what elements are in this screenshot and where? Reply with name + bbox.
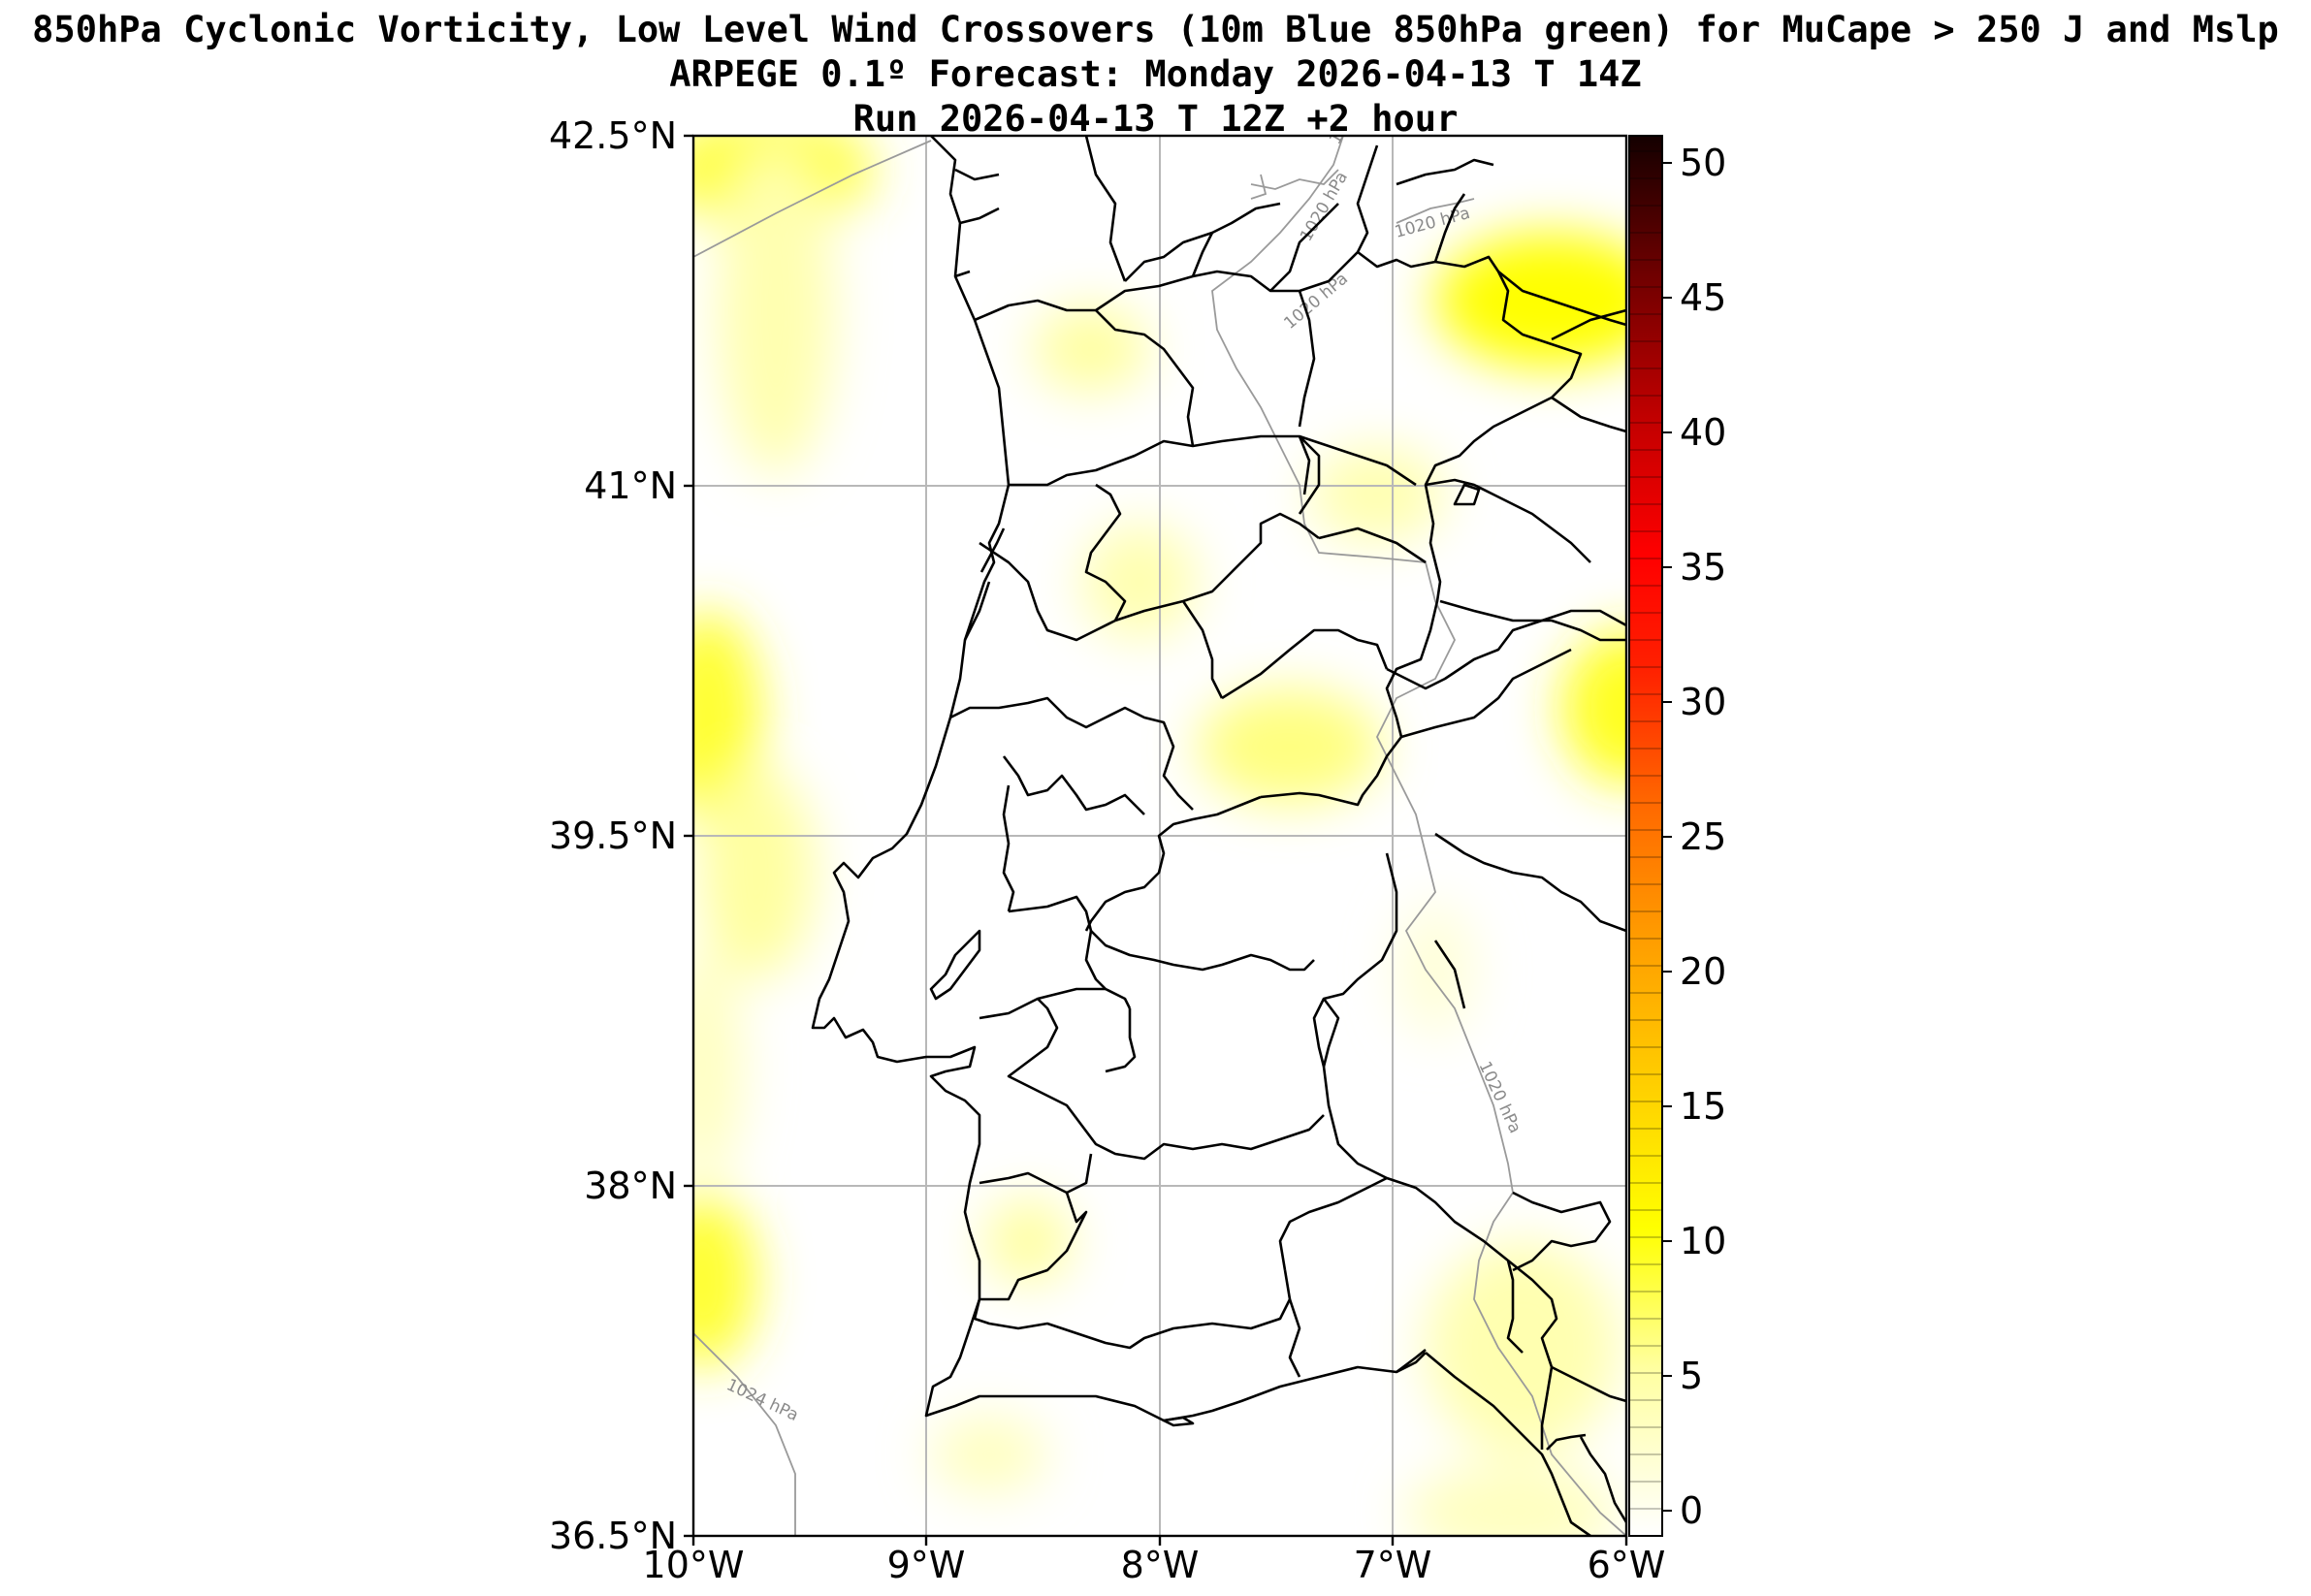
- lat-label: 42.5°N: [548, 114, 677, 157]
- lon-label: 9°W: [886, 1544, 966, 1586]
- colorbar-tick-label: 45: [1680, 276, 1727, 319]
- title-line-2: ARPEGE 0.1º Forecast: Monday 2026-04-13 …: [669, 53, 1642, 95]
- title-line-1: 850hPa Cyclonic Vorticity, Low Level Win…: [32, 9, 2279, 50]
- lat-label: 38°N: [584, 1165, 677, 1207]
- admin-boundaries: [949, 144, 1626, 1450]
- colorbar-tick-label: 20: [1680, 950, 1727, 993]
- lat-label: 41°N: [584, 464, 677, 507]
- colorbar-ticks: [1662, 162, 1672, 1512]
- coastline: [1579, 1436, 1626, 1523]
- coastline: [979, 527, 1006, 573]
- lat-label: 39.5°N: [548, 814, 677, 857]
- colorbar-tick-label: 10: [1680, 1220, 1727, 1262]
- coastline: [1396, 1348, 1427, 1374]
- vorticity-shading: [693, 136, 1626, 1536]
- colorbar-tick-label: 15: [1680, 1085, 1727, 1128]
- lon-label: 10°W: [642, 1544, 745, 1586]
- colorbar-tick-label: 25: [1680, 815, 1727, 858]
- coastline: [929, 929, 981, 1001]
- colorbar-tick-label: 50: [1680, 142, 1727, 184]
- colorbar-tick-label: 5: [1680, 1355, 1704, 1397]
- coastline: [1084, 136, 1127, 282]
- coastline: [954, 168, 1000, 181]
- map-area: 1020 hPa 1020 hPa 1020 hPa 1020 hPa 1020…: [693, 136, 1626, 1536]
- axis-ticks: [684, 134, 1628, 1546]
- colorbar-tick-label: 0: [1680, 1489, 1704, 1532]
- isobars: [693, 136, 1626, 1536]
- coastline: [1162, 1416, 1195, 1427]
- coastline: [1546, 1433, 1587, 1451]
- country-border: [1312, 852, 1524, 1354]
- coastline: [811, 136, 1427, 1422]
- colorbar: [1628, 135, 1672, 1537]
- coastline: [959, 207, 1000, 225]
- colorbar-level-lines: [1629, 150, 1662, 1510]
- lat-label: 36.5°N: [548, 1515, 677, 1557]
- title-line-3: Run 2026-04-13 T 12Z +2 hour: [852, 98, 1459, 140]
- lon-label: 7°W: [1353, 1544, 1432, 1586]
- lon-label: 6°W: [1587, 1544, 1666, 1586]
- coastline: [1425, 1352, 1591, 1536]
- country-border: [1084, 795, 1262, 932]
- title-block: 850hPa Cyclonic Vorticity, Low Level Win…: [0, 8, 2311, 142]
- colorbar-tick-label: 35: [1680, 546, 1727, 589]
- lon-label: 8°W: [1120, 1544, 1200, 1586]
- colorbar-tick-label: 40: [1680, 411, 1727, 454]
- colorbar-tick-label: 30: [1680, 681, 1727, 723]
- coastline: [954, 270, 971, 278]
